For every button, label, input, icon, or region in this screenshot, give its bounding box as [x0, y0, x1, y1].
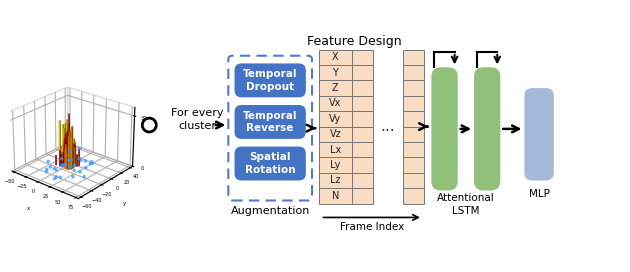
Bar	[403, 111, 425, 126]
FancyBboxPatch shape	[234, 105, 306, 139]
Bar	[403, 65, 425, 81]
Text: Vx: Vx	[329, 98, 341, 109]
FancyBboxPatch shape	[432, 67, 458, 190]
Text: Temporal
Reverse: Temporal Reverse	[243, 111, 297, 133]
Bar	[403, 173, 425, 188]
Bar	[403, 96, 425, 111]
Text: Y: Y	[333, 68, 338, 78]
Text: MLP: MLP	[529, 189, 549, 199]
Text: Vy: Vy	[329, 114, 341, 124]
Bar	[403, 188, 425, 203]
Bar	[352, 142, 373, 157]
Text: Feature Design: Feature Design	[307, 35, 401, 48]
X-axis label: x: x	[27, 206, 30, 211]
Bar	[319, 142, 352, 157]
Bar	[319, 50, 352, 65]
Bar	[319, 157, 352, 173]
Bar	[352, 81, 373, 96]
Text: Temporal
Dropout: Temporal Dropout	[243, 69, 297, 92]
Bar	[352, 111, 373, 126]
Text: For every
cluster: For every cluster	[171, 109, 224, 131]
Y-axis label: y: y	[123, 201, 126, 206]
Bar	[352, 96, 373, 111]
Bar	[352, 126, 373, 142]
Bar	[319, 81, 352, 96]
Bar	[319, 173, 352, 188]
Bar	[403, 50, 425, 65]
Bar	[319, 96, 352, 111]
Text: Frame Index: Frame Index	[340, 222, 404, 232]
Bar	[352, 50, 373, 65]
Bar	[403, 81, 425, 96]
Bar	[403, 142, 425, 157]
Bar	[319, 188, 352, 203]
Text: Ly: Ly	[330, 160, 340, 170]
Bar	[352, 173, 373, 188]
FancyBboxPatch shape	[474, 67, 500, 190]
FancyBboxPatch shape	[234, 63, 306, 97]
Bar	[319, 65, 352, 81]
Text: Lx: Lx	[329, 145, 341, 155]
Text: Attentional
LSTM: Attentional LSTM	[437, 193, 495, 215]
Text: Vz: Vz	[329, 129, 341, 139]
Bar	[403, 126, 425, 142]
Bar	[352, 157, 373, 173]
Text: ...: ...	[380, 119, 394, 134]
Text: Spatial
Rotation: Spatial Rotation	[245, 152, 295, 175]
Bar	[403, 157, 425, 173]
Text: Z: Z	[332, 83, 338, 93]
Bar	[319, 126, 352, 142]
FancyBboxPatch shape	[524, 88, 554, 181]
Bar	[352, 188, 373, 203]
Text: N: N	[331, 191, 339, 201]
Text: Lz: Lz	[330, 175, 341, 186]
Bar	[352, 65, 373, 81]
FancyBboxPatch shape	[234, 147, 306, 181]
Text: X: X	[332, 52, 338, 62]
Bar	[319, 111, 352, 126]
Text: Augmentation: Augmentation	[231, 206, 310, 216]
